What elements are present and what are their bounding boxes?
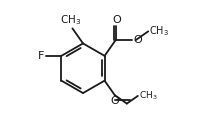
Text: O: O bbox=[113, 15, 122, 25]
Text: CH$_3$: CH$_3$ bbox=[60, 13, 81, 27]
Text: F: F bbox=[38, 51, 44, 61]
Text: CH$_3$: CH$_3$ bbox=[149, 24, 169, 38]
Text: O: O bbox=[110, 96, 119, 106]
Text: O: O bbox=[133, 35, 142, 45]
Text: CH$_3$: CH$_3$ bbox=[139, 90, 158, 102]
